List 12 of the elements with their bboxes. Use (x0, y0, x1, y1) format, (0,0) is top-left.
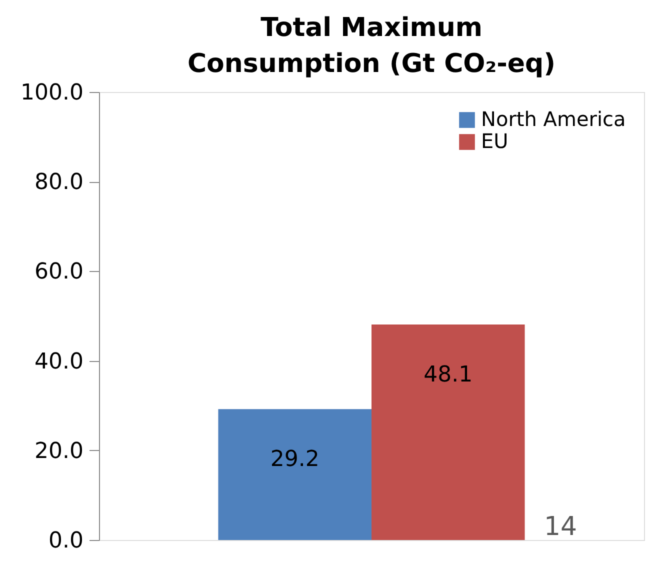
y-tick-label: 40.0 (34, 349, 84, 374)
y-tick-label: 80.0 (34, 170, 84, 196)
annotation: 14 (544, 512, 578, 542)
y-tick-label: 60.0 (34, 260, 84, 285)
data-label: 29.2 (270, 447, 320, 472)
legend-label: North America (481, 107, 626, 131)
chart-title: Total Maximum Consumption (Gt CO₂-eq) (187, 13, 556, 79)
y-tick-label: 0.0 (48, 528, 84, 554)
data-label: 48.1 (424, 362, 473, 388)
y-tick-label: 20.0 (34, 438, 84, 464)
y-tick-label: 100.0 (20, 80, 84, 106)
legend-label: EU (481, 129, 508, 153)
